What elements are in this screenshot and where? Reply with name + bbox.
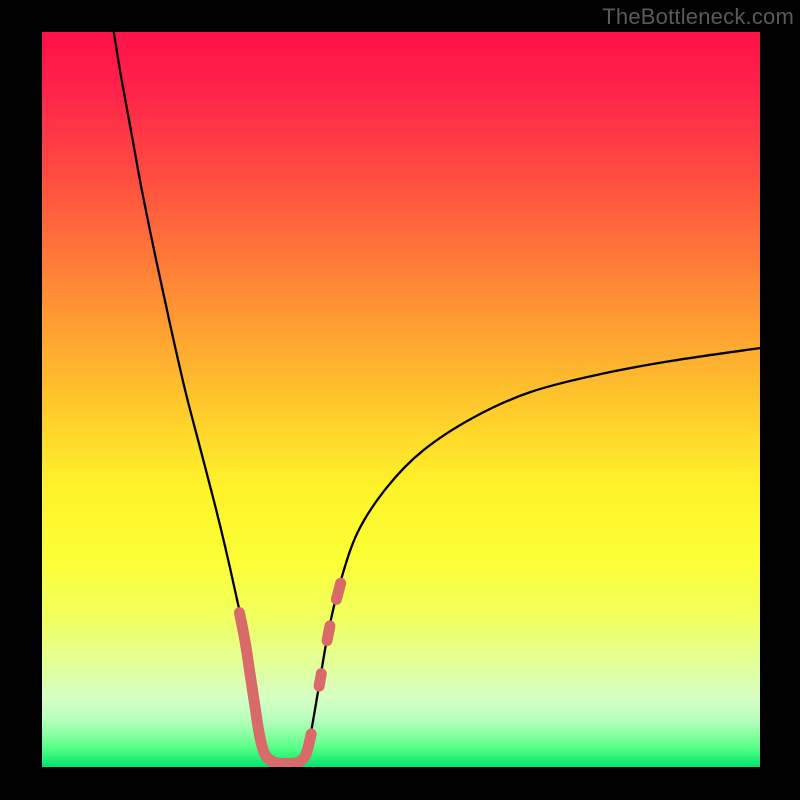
plot-background-gradient <box>42 32 760 767</box>
chart-container: TheBottleneck.com <box>0 0 800 800</box>
bottleneck-chart <box>0 0 800 800</box>
watermark-text: TheBottleneck.com <box>602 4 794 30</box>
